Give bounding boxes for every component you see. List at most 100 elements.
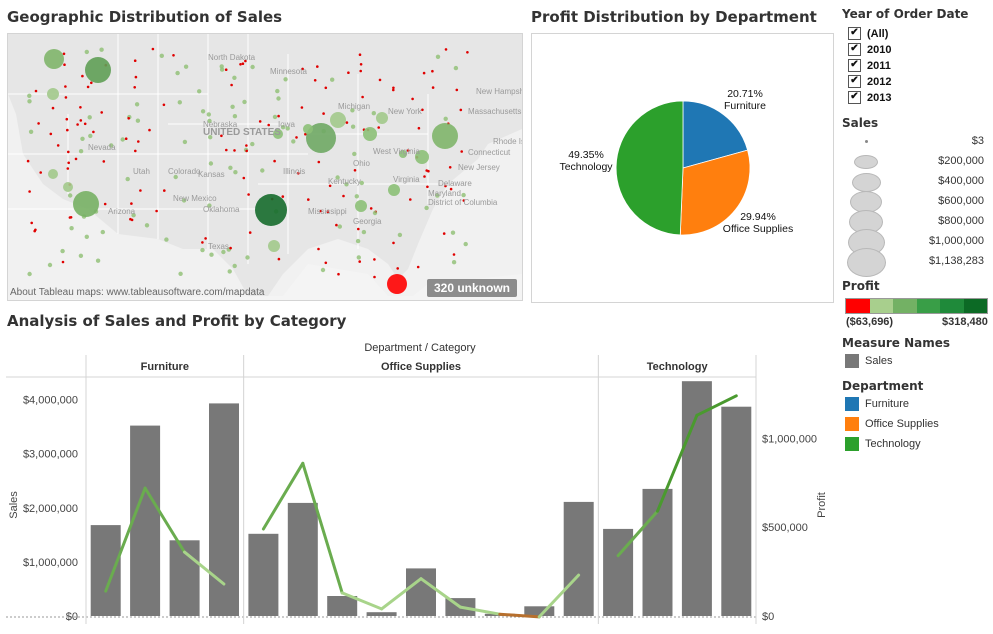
map-point[interactable] (100, 111, 103, 114)
map-bubble[interactable] (85, 57, 111, 83)
sales-bar[interactable] (563, 501, 594, 616)
map-point[interactable] (452, 253, 456, 256)
map-point[interactable] (258, 120, 262, 123)
map-point[interactable] (208, 161, 214, 166)
map-point[interactable] (134, 75, 138, 79)
profit-line-segment[interactable] (143, 486, 186, 554)
map-point[interactable] (450, 230, 456, 235)
map-point[interactable] (63, 63, 66, 66)
map-point[interactable] (182, 139, 188, 145)
department-header-office-supplies[interactable]: Office Supplies (381, 361, 461, 373)
map-point[interactable] (317, 160, 321, 164)
sales-bar[interactable] (248, 533, 279, 616)
map-point[interactable] (88, 133, 93, 139)
map-point[interactable] (461, 192, 466, 198)
map-point[interactable] (322, 112, 325, 115)
sales-size-item[interactable]: $600,000 (844, 191, 984, 213)
sales-profit-chart[interactable]: Department / Category $0 $1,000,000 $2,000,… (0, 335, 835, 629)
map-point[interactable] (39, 171, 42, 174)
map-point[interactable] (95, 258, 101, 263)
checkbox-icon[interactable]: ✔ (848, 27, 861, 40)
profit-line-segment[interactable] (695, 394, 738, 417)
map-point[interactable] (392, 88, 395, 92)
map-bubble[interactable] (303, 124, 313, 134)
map-point[interactable] (337, 272, 340, 276)
map-point[interactable] (359, 63, 363, 66)
map-point[interactable] (78, 149, 84, 154)
map-point[interactable] (207, 118, 212, 124)
department-item-office-supplies[interactable]: Office Supplies (845, 417, 939, 431)
profit-line-segment[interactable] (301, 461, 344, 595)
map-point[interactable] (99, 47, 104, 52)
map-point[interactable] (232, 263, 237, 269)
map-point[interactable] (344, 182, 349, 187)
department-header-furniture[interactable]: Furniture (141, 361, 189, 373)
map-point[interactable] (347, 71, 350, 74)
profit-line-segment[interactable] (104, 486, 147, 593)
map-point[interactable] (131, 213, 136, 218)
map-point[interactable] (444, 184, 447, 188)
map-point[interactable] (392, 86, 395, 90)
sales-size-item[interactable]: $200,000 (844, 153, 984, 171)
profit-line-segment[interactable] (340, 591, 384, 611)
map-point[interactable] (335, 175, 340, 180)
map-point[interactable] (134, 102, 140, 107)
profit-line-segment[interactable] (458, 605, 502, 616)
map-point[interactable] (424, 205, 429, 211)
map-point[interactable] (354, 194, 359, 199)
map-point[interactable] (103, 202, 107, 206)
map-point[interactable] (277, 257, 281, 261)
map-point[interactable] (164, 237, 169, 242)
map-point[interactable] (34, 89, 38, 93)
map-point[interactable] (207, 203, 212, 208)
map-point[interactable] (423, 175, 426, 178)
map-point[interactable] (30, 221, 33, 225)
map-point[interactable] (345, 121, 349, 124)
map-point[interactable] (245, 149, 248, 153)
map-point[interactable] (273, 159, 276, 163)
map-point[interactable] (307, 198, 310, 201)
sales-map[interactable]: North Dakota Minnesota UNITED STATES Nebras… (7, 33, 523, 301)
map-point[interactable] (396, 267, 400, 270)
map-point[interactable] (109, 143, 114, 148)
measure-item-sales[interactable]: Sales (845, 354, 893, 368)
map-point[interactable] (316, 65, 319, 68)
map-point[interactable] (208, 135, 213, 140)
unknown-badge[interactable]: 320 unknown (426, 279, 517, 297)
map-point[interactable] (87, 115, 92, 120)
map-point[interactable] (435, 193, 440, 198)
map-point[interactable] (444, 48, 448, 51)
map-point[interactable] (232, 75, 237, 80)
map-bubble[interactable] (415, 150, 429, 164)
map-point[interactable] (317, 247, 320, 251)
map-point[interactable] (130, 202, 133, 205)
sales-bar[interactable] (327, 596, 358, 616)
map-point[interactable] (155, 209, 158, 213)
map-point[interactable] (64, 85, 67, 88)
pie-slice-office-supplies[interactable] (679, 149, 751, 236)
map-point[interactable] (280, 125, 286, 130)
map-bubble[interactable] (388, 184, 400, 196)
map-point[interactable] (144, 223, 150, 228)
map-point[interactable] (462, 199, 466, 202)
map-point[interactable] (291, 139, 296, 144)
map-point[interactable] (295, 136, 298, 139)
sales-bar[interactable] (366, 612, 397, 616)
map-point[interactable] (102, 160, 106, 163)
map-point[interactable] (139, 189, 142, 192)
map-point[interactable] (163, 189, 166, 192)
map-point[interactable] (219, 67, 225, 72)
map-point[interactable] (173, 174, 178, 180)
map-point[interactable] (372, 210, 378, 216)
map-point[interactable] (355, 238, 361, 244)
map-point[interactable] (230, 83, 233, 87)
map-point[interactable] (151, 47, 155, 51)
map-point[interactable] (229, 246, 232, 250)
map-point[interactable] (230, 104, 235, 110)
map-point[interactable] (466, 51, 469, 54)
map-point[interactable] (224, 68, 228, 71)
sales-bar[interactable] (681, 381, 712, 616)
map-bubble[interactable] (73, 191, 99, 217)
profit-line-segment[interactable] (656, 413, 699, 513)
map-point[interactable] (242, 99, 247, 105)
